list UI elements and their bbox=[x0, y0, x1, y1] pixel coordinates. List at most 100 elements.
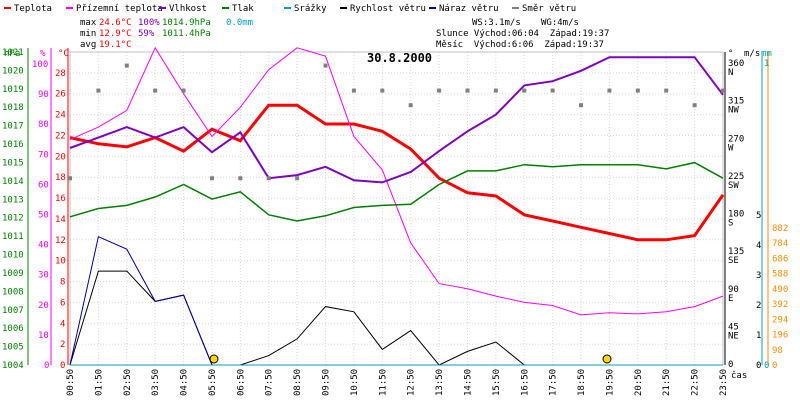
stat-min-hum: 59% bbox=[138, 29, 155, 39]
pressure-axis-label: hPa bbox=[4, 49, 20, 59]
legend-item: Směr větru bbox=[522, 4, 576, 14]
x-tick: 10:50 bbox=[350, 369, 360, 396]
legend: Teplota Přízemní teplota Vlhkost Tlak Srážky… bbox=[4, 4, 576, 14]
stat-avg-label: avg bbox=[80, 40, 96, 50]
x-tick: 19:50 bbox=[605, 369, 615, 396]
legend-item: Tlak bbox=[232, 4, 254, 14]
direction-tick: 270 bbox=[728, 134, 744, 144]
pressure-tick: 1012 bbox=[2, 214, 24, 224]
temperature-tick: 22 bbox=[55, 131, 66, 141]
humidity-tick: 10 bbox=[38, 331, 49, 341]
x-tick: 00:50 bbox=[66, 369, 76, 396]
direction-tick: 0 bbox=[728, 360, 733, 370]
wind-speed-tick: 2 bbox=[756, 301, 761, 311]
x-tick: 12:50 bbox=[407, 369, 417, 396]
x-tick: 03:50 bbox=[151, 369, 161, 396]
humidity-tick: 80 bbox=[38, 120, 49, 130]
stat-max-hum: 100% bbox=[138, 18, 160, 28]
wind-direction-point bbox=[607, 88, 612, 93]
humidity-tick: 50 bbox=[38, 211, 49, 221]
wind-speed-tick: 5 bbox=[756, 211, 761, 221]
radiation-tick: 294 bbox=[772, 315, 788, 325]
direction-name: NW bbox=[728, 106, 739, 116]
humidity-tick: 30 bbox=[38, 271, 49, 281]
stat-precip: 0.0mm bbox=[226, 18, 253, 28]
x-tick: 08:50 bbox=[293, 369, 303, 396]
wind-direction-point bbox=[692, 103, 697, 108]
temperature-tick: 14 bbox=[55, 215, 66, 225]
wind-speed-tick: 1 bbox=[756, 331, 761, 341]
wind-direction-point bbox=[437, 88, 442, 93]
temperature-tick: 28 bbox=[55, 69, 66, 79]
wind-direction-point bbox=[522, 88, 527, 93]
legend-item: Vlhkost bbox=[169, 4, 207, 14]
direction-tick: 180 bbox=[728, 210, 744, 220]
sun-info: Slunce Východ:06:04 Západ:19:37 bbox=[436, 29, 609, 39]
temperature-tick: 6 bbox=[60, 298, 65, 308]
wind-direction-point bbox=[124, 63, 129, 68]
temperature-tick: 10 bbox=[55, 257, 66, 267]
pressure-tick: 1007 bbox=[2, 306, 24, 316]
chart-title: 30.8.2000 bbox=[367, 51, 432, 65]
direction-tick: 45 bbox=[728, 322, 739, 332]
wind-direction-point bbox=[295, 176, 300, 181]
wind-speed-info: WS:3.1m/s bbox=[472, 18, 521, 28]
wind-direction-point bbox=[351, 88, 356, 93]
temperature-tick: 18 bbox=[55, 173, 66, 183]
pressure-tick: 1008 bbox=[2, 287, 24, 297]
x-tick: 20:50 bbox=[634, 369, 644, 396]
series-line bbox=[69, 161, 724, 222]
temperature-tick: 12 bbox=[55, 236, 66, 246]
wind-info-block: WS:3.1m/s WG:4m/s Slunce Východ:06:04 Zá… bbox=[436, 18, 609, 50]
pressure-tick: 1014 bbox=[2, 177, 24, 187]
pressure-tick: 1013 bbox=[2, 195, 24, 205]
pressure-tick: 1006 bbox=[2, 324, 24, 334]
x-axis-label: čas bbox=[731, 370, 747, 381]
wind-direction-point bbox=[209, 176, 214, 181]
moon-icon bbox=[602, 354, 612, 364]
radiation-tick: 882 bbox=[772, 224, 788, 234]
direction-name: E bbox=[728, 294, 733, 304]
radiation-tick: 490 bbox=[772, 285, 788, 295]
sun-icon bbox=[209, 354, 219, 364]
wind-direction-point bbox=[493, 88, 498, 93]
wind-speed-tick: 4 bbox=[756, 241, 761, 251]
radiation-tick: 0 bbox=[772, 361, 777, 371]
stat-max-press: 1014.9hPa bbox=[162, 18, 211, 28]
wind-direction-point bbox=[96, 88, 101, 93]
x-tick: 21:50 bbox=[662, 369, 672, 396]
radiation-tick: 392 bbox=[772, 300, 788, 310]
wind-direction-point bbox=[68, 176, 72, 181]
direction-name: W bbox=[728, 143, 734, 153]
wind-speed-axis-label: m/s bbox=[744, 49, 760, 59]
stat-max-temp: 24.6°C bbox=[99, 18, 132, 28]
legend-item: Náraz větru bbox=[439, 4, 499, 14]
wind-direction-point bbox=[266, 176, 271, 181]
x-tick: 16:50 bbox=[520, 369, 530, 396]
x-tick: 05:50 bbox=[208, 369, 218, 396]
markers bbox=[209, 354, 612, 364]
legend-item: Přízemní teplota bbox=[76, 4, 163, 14]
wind-direction-point bbox=[635, 88, 640, 93]
humidity-axis-label: % bbox=[40, 49, 46, 59]
wind-direction-point bbox=[380, 88, 385, 93]
wind-direction-point bbox=[323, 63, 328, 68]
legend-item: Srážky bbox=[294, 4, 327, 14]
direction-name: N bbox=[728, 68, 733, 78]
pressure-tick: 1020 bbox=[2, 66, 24, 76]
grid bbox=[69, 51, 724, 366]
x-tick: 17:50 bbox=[549, 369, 559, 396]
radiation-tick: 98 bbox=[772, 346, 783, 356]
wind-speed-tick: 0 bbox=[756, 361, 761, 371]
legend-item: Rychlost větru bbox=[350, 4, 426, 14]
direction-tick: 315 bbox=[728, 97, 744, 107]
pressure-tick: 1019 bbox=[2, 85, 24, 95]
wind-direction-point bbox=[408, 103, 413, 108]
x-tick: 14:50 bbox=[463, 369, 473, 396]
x-tick: 13:50 bbox=[435, 369, 445, 396]
temperature-axis-label: °C bbox=[58, 49, 69, 59]
stat-max-label: max bbox=[80, 18, 97, 28]
plot-frame bbox=[69, 51, 724, 366]
humidity-tick: 20 bbox=[38, 301, 49, 311]
series-line bbox=[69, 56, 724, 184]
